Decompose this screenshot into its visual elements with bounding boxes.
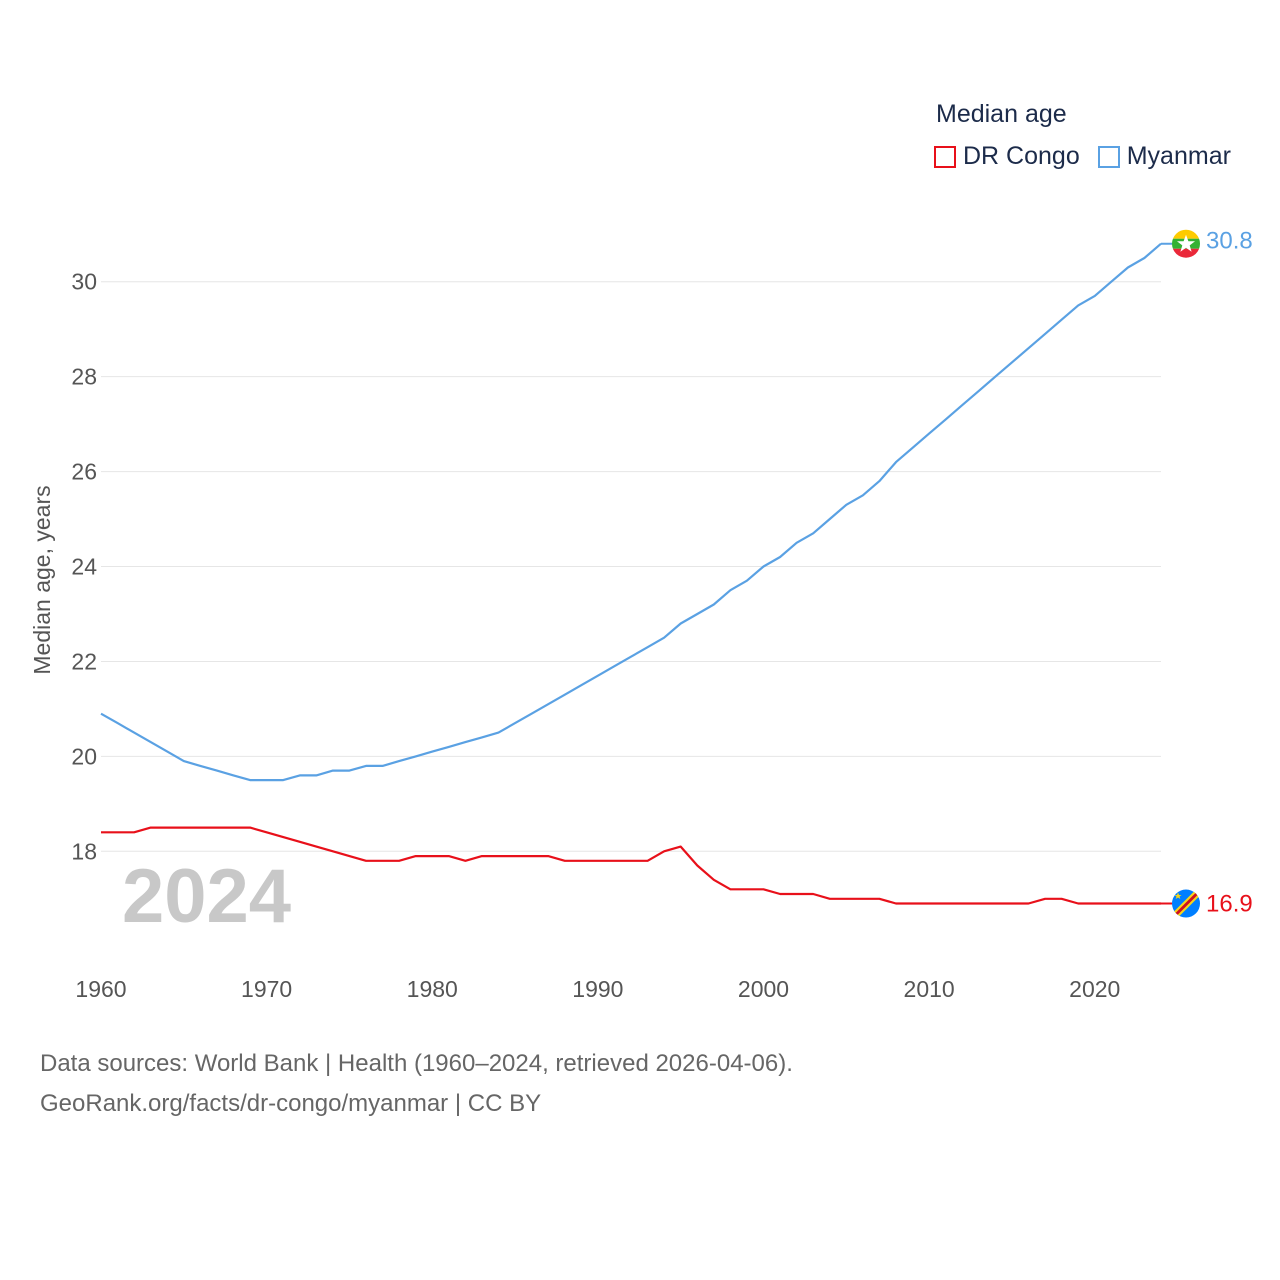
legend-item-myanmar[interactable]: Myanmar	[1097, 142, 1231, 171]
series-lines	[100, 242, 1186, 905]
legend-swatch-dr-congo	[934, 145, 956, 168]
y-tick-label: 24	[71, 554, 97, 580]
y-tick-label: 26	[71, 459, 97, 485]
data-source-footer: Data sources: World Bank | Health (1960–…	[40, 1044, 793, 1124]
x-tick-label: 1970	[241, 976, 292, 1002]
y-tick-label: 22	[71, 648, 97, 674]
dr-congo-end-value: 16.9	[1206, 891, 1253, 918]
y-tick-label: 28	[71, 364, 97, 390]
legend-swatch-myanmar	[1097, 145, 1120, 168]
y-tick-label: 30	[71, 269, 97, 295]
x-tick-label: 1960	[75, 976, 126, 1002]
source-line: Data sources: World Bank | Health (1960–…	[40, 1050, 793, 1077]
y-tick-label: 18	[71, 838, 97, 864]
legend-item-dr-congo[interactable]: DR Congo	[934, 142, 1080, 171]
year-watermark: 2024	[122, 854, 291, 939]
series-line-dr-congo	[101, 826, 1161, 905]
x-axis-ticks: 1960 1970 1980 1990 2000 2010 2020	[75, 976, 1120, 1002]
y-axis-label: Median age, years	[29, 485, 55, 674]
gridlines	[101, 281, 1161, 852]
myanmar-end-value: 30.8	[1206, 228, 1253, 255]
dr-congo-flag-icon	[1172, 889, 1200, 918]
y-tick-label: 20	[71, 743, 97, 769]
x-tick-label: 1980	[407, 976, 458, 1002]
legend: DR Congo Myanmar	[934, 142, 1249, 171]
y-axis-ticks: 18 20 22 24 26 28 30	[71, 269, 97, 865]
legend-title: Median age	[936, 100, 1067, 128]
x-tick-label: 1990	[572, 976, 623, 1002]
attribution-line: GeoRank.org/facts/dr-congo/myanmar | CC …	[40, 1090, 542, 1117]
x-tick-label: 2020	[1069, 976, 1120, 1002]
myanmar-flag-icon	[1172, 229, 1200, 258]
x-tick-label: 2000	[738, 976, 789, 1002]
x-tick-label: 2010	[904, 976, 955, 1002]
series-line-myanmar	[100, 242, 1162, 782]
legend-label-myanmar: Myanmar	[1126, 142, 1231, 170]
legend-label-dr-congo: DR Congo	[963, 142, 1080, 170]
